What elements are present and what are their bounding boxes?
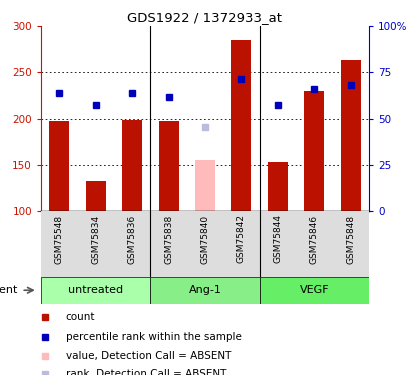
Text: GSM75834: GSM75834 — [91, 214, 100, 264]
Text: Ang-1: Ang-1 — [188, 285, 221, 295]
Text: value, Detection Call = ABSENT: value, Detection Call = ABSENT — [65, 351, 230, 361]
Bar — [49, 122, 69, 211]
Text: GSM75838: GSM75838 — [164, 214, 173, 264]
Text: agent: agent — [0, 285, 18, 295]
Bar — [122, 120, 142, 211]
Text: GSM75844: GSM75844 — [273, 214, 282, 263]
Text: GSM75842: GSM75842 — [236, 214, 245, 263]
Bar — [231, 40, 251, 211]
Text: count: count — [65, 312, 95, 322]
Text: GSM75548: GSM75548 — [54, 214, 63, 264]
Title: GDS1922 / 1372933_at: GDS1922 / 1372933_at — [127, 11, 282, 24]
Bar — [158, 122, 178, 211]
Bar — [41, 211, 368, 277]
Bar — [259, 277, 368, 304]
Bar — [195, 160, 214, 211]
Text: GSM75848: GSM75848 — [346, 214, 355, 264]
Text: GSM75846: GSM75846 — [309, 214, 318, 264]
Text: percentile rank within the sample: percentile rank within the sample — [65, 332, 241, 342]
Text: GSM75840: GSM75840 — [200, 214, 209, 264]
Text: rank, Detection Call = ABSENT: rank, Detection Call = ABSENT — [65, 369, 225, 375]
Text: GSM75836: GSM75836 — [127, 214, 136, 264]
Bar — [267, 162, 287, 211]
Bar — [303, 91, 324, 211]
Bar — [85, 181, 106, 211]
Bar — [150, 277, 259, 304]
Bar — [340, 60, 360, 211]
Text: untreated: untreated — [68, 285, 123, 295]
Bar — [41, 277, 150, 304]
Text: VEGF: VEGF — [299, 285, 328, 295]
